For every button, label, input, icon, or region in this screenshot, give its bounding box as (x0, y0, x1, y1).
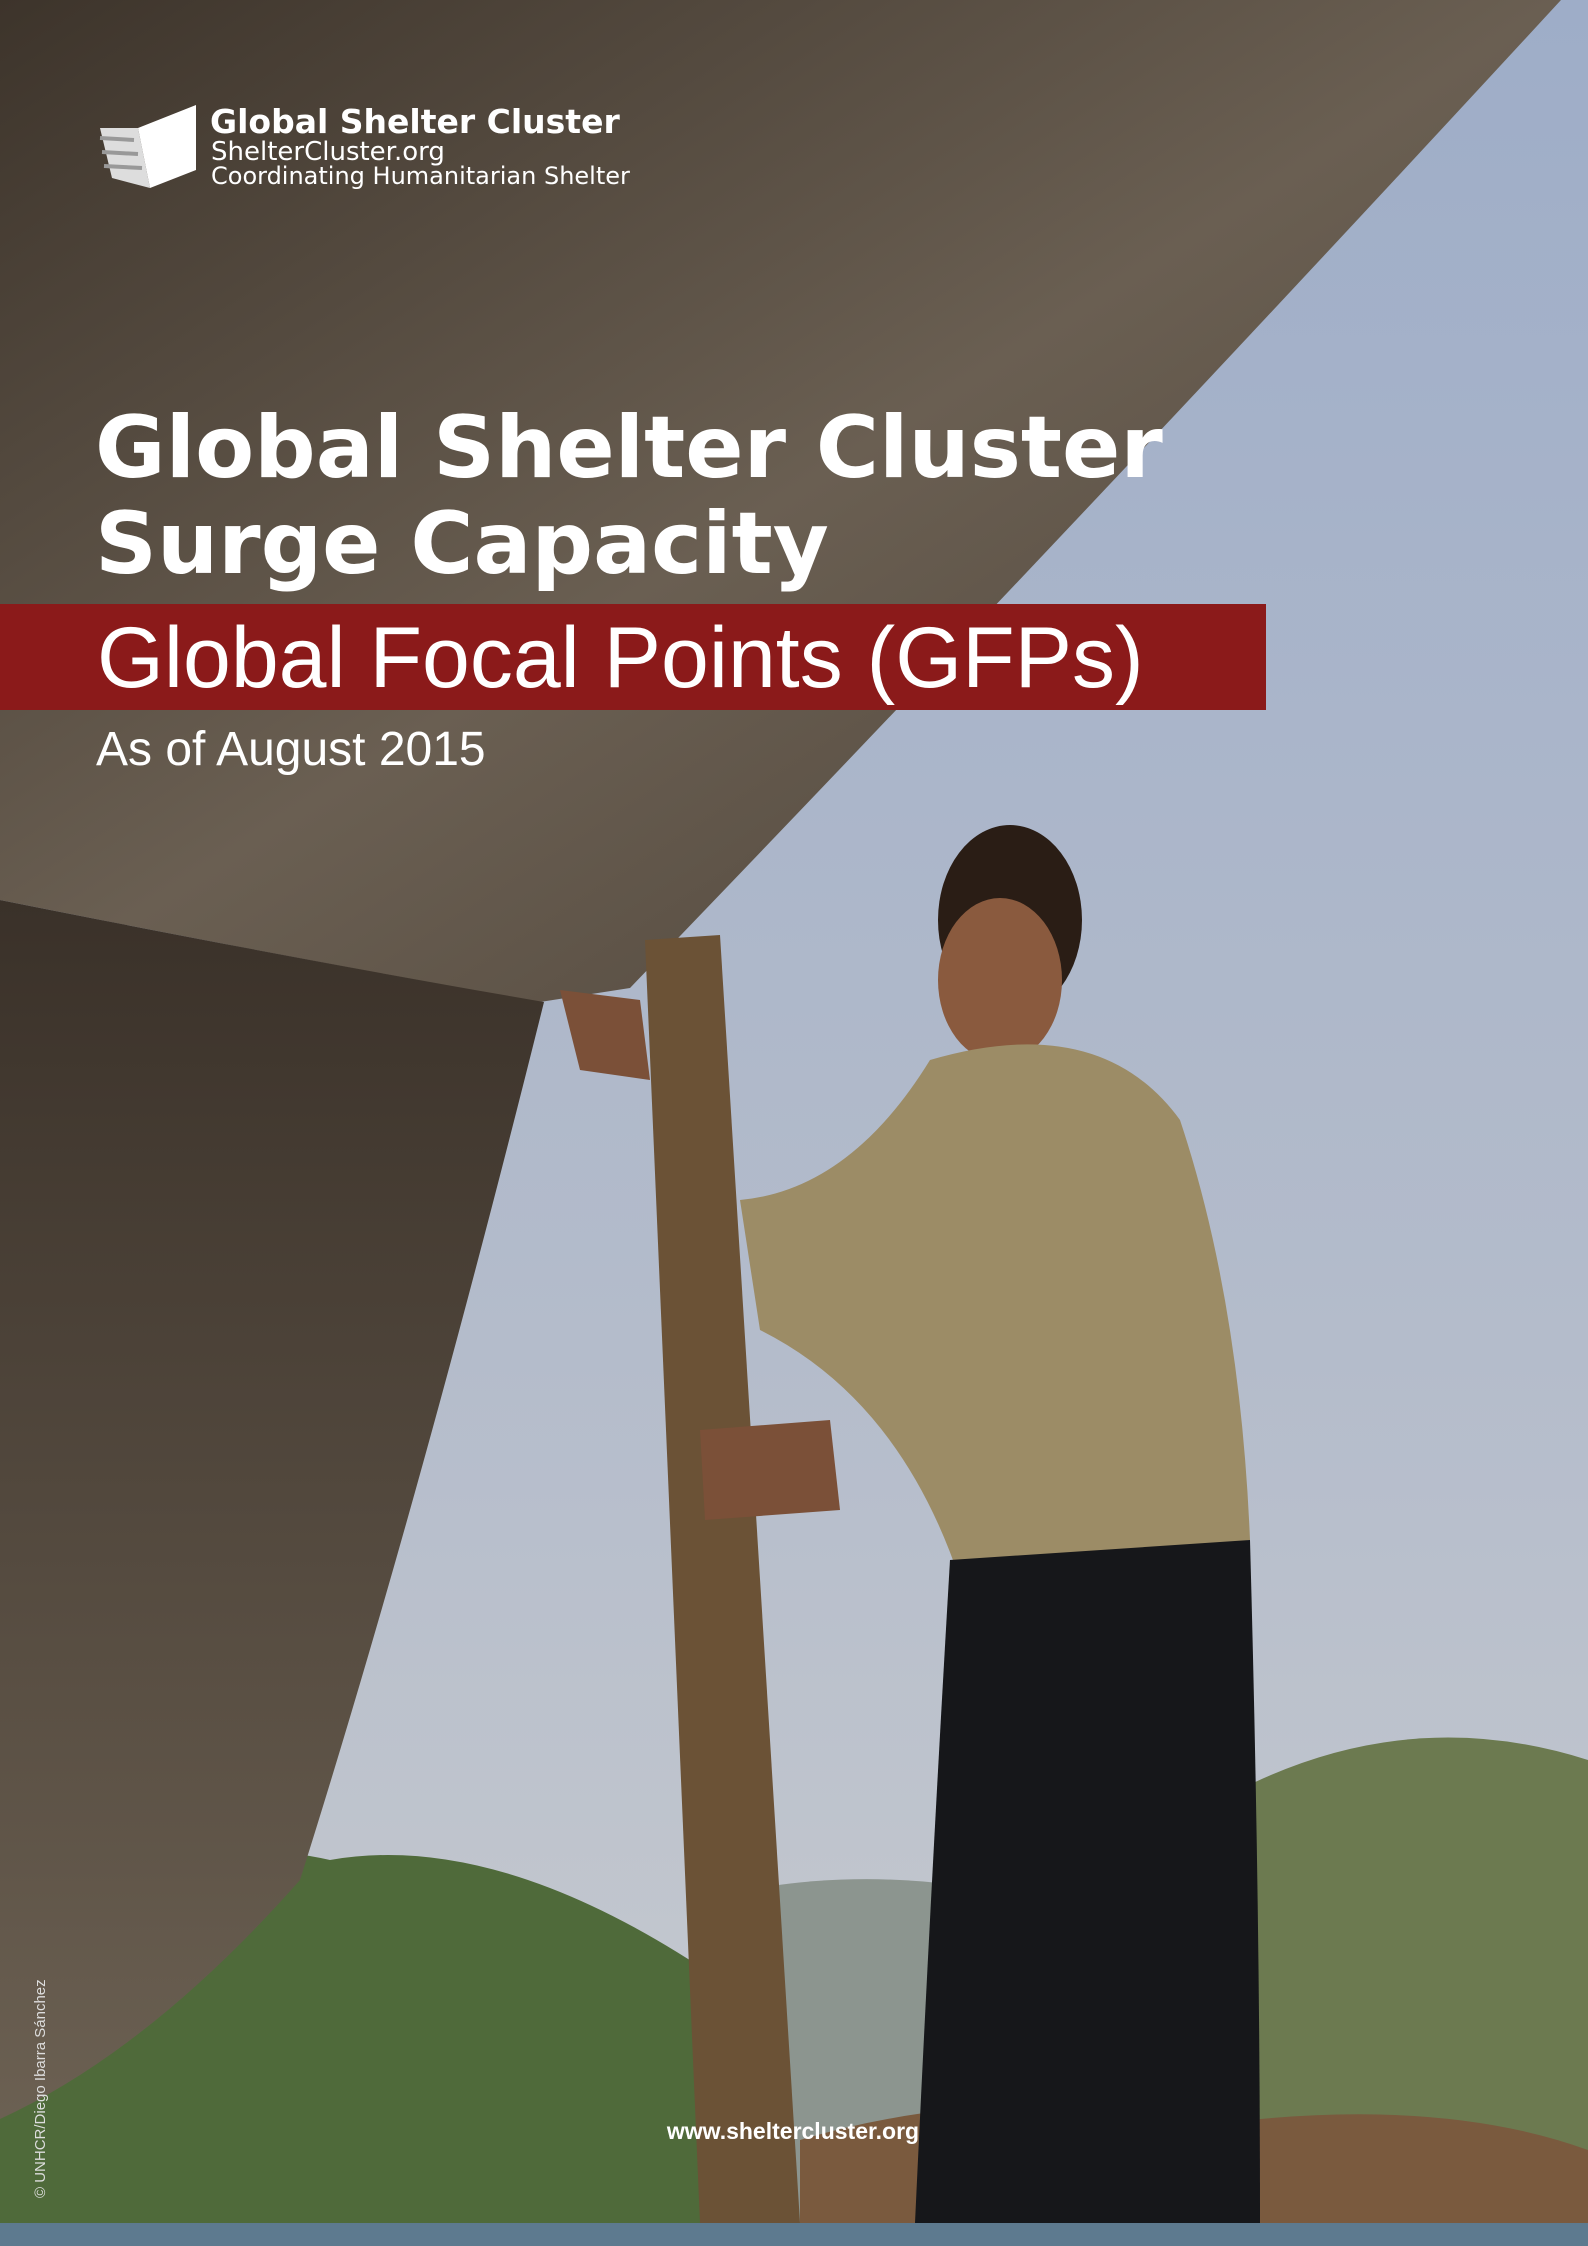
cover-photo (0, 0, 1588, 2246)
photo-credit: © UNHCR/Diego Ibarra Sánchez (32, 1979, 49, 2198)
cover-page: Global Shelter Cluster ShelterCluster.or… (0, 0, 1588, 2246)
trousers (915, 1540, 1260, 2223)
title-line: Global Shelter Cluster (95, 398, 1163, 498)
footer-bar (0, 2223, 1588, 2246)
website: www.sheltercluster.org (667, 2118, 919, 2145)
hand (700, 1420, 840, 1520)
face (938, 898, 1062, 1062)
logo-tagline: Coordinating Humanitarian Shelter (211, 162, 630, 190)
title-line: Surge Capacity (95, 494, 829, 594)
logo-name: Global Shelter Cluster (210, 102, 620, 141)
subtitle: Global Focal Points (GFPs) (97, 608, 1144, 708)
date: As of August 2015 (96, 722, 486, 778)
